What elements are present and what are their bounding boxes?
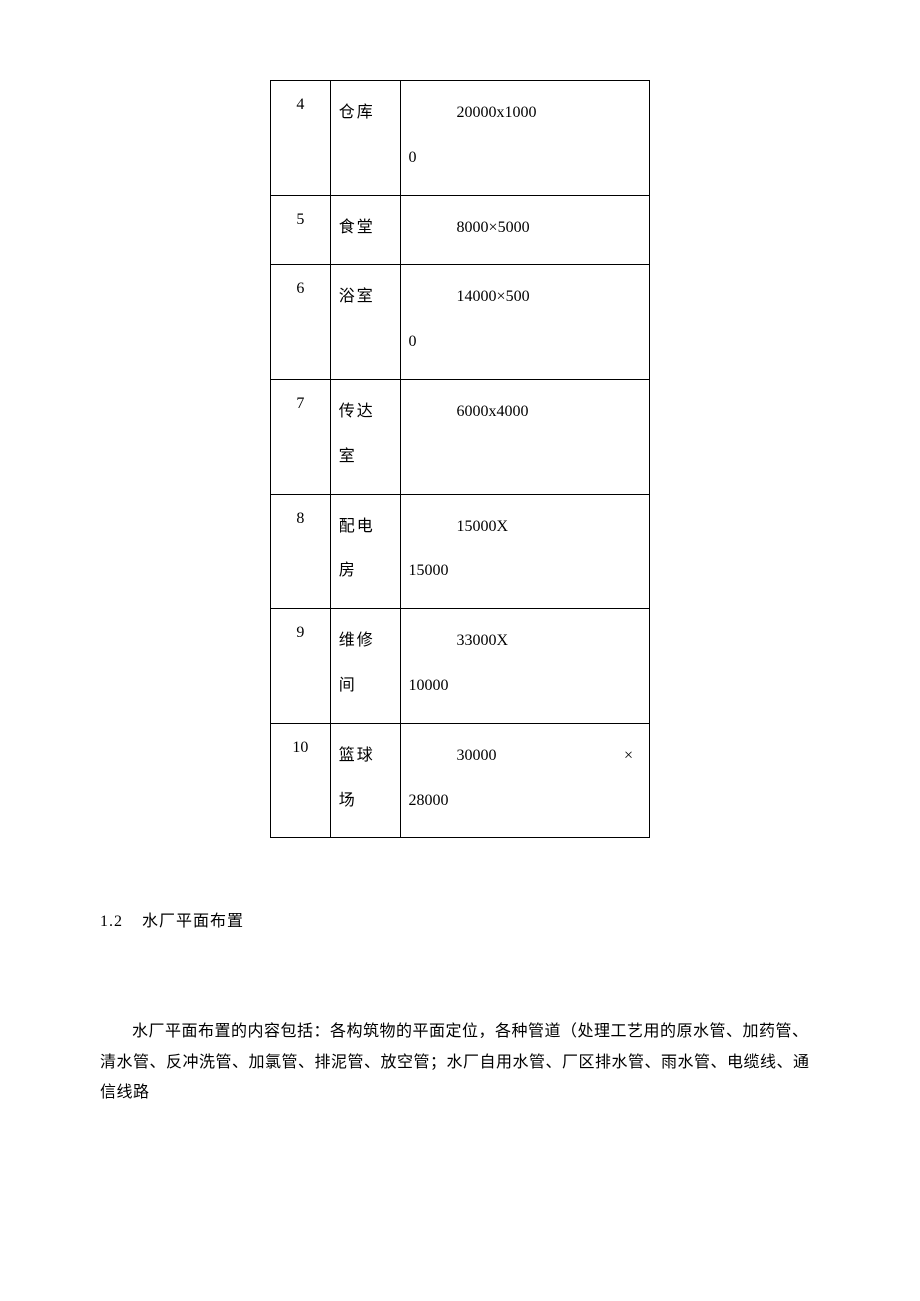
table-row: 4 仓库 20000x1000 0	[271, 81, 650, 196]
body-paragraph: 水厂平面布置的内容包括：各构筑物的平面定位，各种管道（处理工艺用的原水管、加药管…	[100, 1017, 820, 1108]
row-name: 浴室	[330, 265, 400, 380]
row-number: 4	[271, 81, 331, 196]
section-heading: 1.2 水厂平面布置	[100, 908, 820, 937]
table-row: 7 传达室 6000x4000	[271, 379, 650, 494]
row-size: 20000x1000 0	[400, 81, 649, 196]
row-size: 15000X 15000	[400, 494, 649, 609]
section-title: 水厂平面布置	[142, 913, 244, 930]
row-size: 6000x4000	[400, 379, 649, 494]
row-name: 传达室	[330, 379, 400, 494]
table-row: 5 食堂 8000×5000	[271, 195, 650, 265]
table-row: 6 浴室 14000×500 0	[271, 265, 650, 380]
table-container: 4 仓库 20000x1000 0 5 食堂 800	[100, 80, 820, 838]
row-number: 7	[271, 379, 331, 494]
row-name: 篮球场	[330, 723, 400, 838]
row-size: 8000×5000	[400, 195, 649, 265]
table-row: 10 篮球场 30000 × 28000	[271, 723, 650, 838]
row-name: 食堂	[330, 195, 400, 265]
row-name: 配电房	[330, 494, 400, 609]
row-size: 14000×500 0	[400, 265, 649, 380]
row-size: 30000 × 28000	[400, 723, 649, 838]
row-number: 10	[271, 723, 331, 838]
section-number: 1.2	[100, 913, 123, 930]
row-name: 仓库	[330, 81, 400, 196]
row-number: 8	[271, 494, 331, 609]
row-number: 6	[271, 265, 331, 380]
dimensions-table: 4 仓库 20000x1000 0 5 食堂 800	[270, 80, 650, 838]
row-number: 5	[271, 195, 331, 265]
row-number: 9	[271, 609, 331, 724]
row-name: 维修间	[330, 609, 400, 724]
table-row: 9 维修间 33000X 10000	[271, 609, 650, 724]
table-row: 8 配电房 15000X 15000	[271, 494, 650, 609]
row-size: 33000X 10000	[400, 609, 649, 724]
